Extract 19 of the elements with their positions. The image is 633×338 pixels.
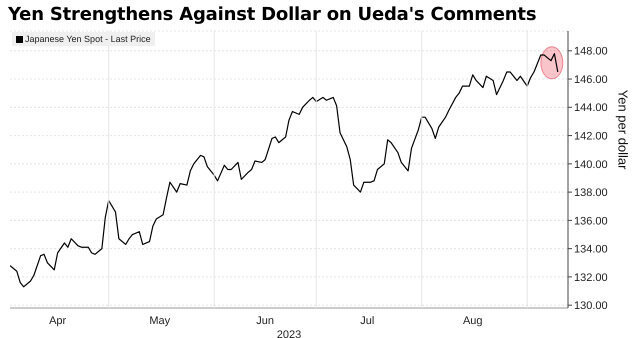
y-tick-label: 130.00 <box>574 300 608 312</box>
chart-title: Yen Strengthens Against Dollar on Ueda's Comments <box>8 4 536 25</box>
y-tick-label: 136.00 <box>574 215 608 228</box>
y-tick-label: 146.00 <box>574 74 608 86</box>
y-tick-label: 144.00 <box>574 102 608 114</box>
y-tick-label: 134.00 <box>574 244 608 256</box>
x-tick-label: Aug <box>462 314 483 327</box>
x-tick-label: May <box>149 314 171 327</box>
y-tick-label: 138.00 <box>574 187 608 200</box>
y-tick-label: 132.00 <box>574 272 608 284</box>
legend-label: Japanese Yen Spot - Last Price <box>25 34 151 44</box>
x-tick-label: Jul <box>360 314 374 327</box>
y-tick-label: 148.00 <box>574 46 608 58</box>
x-tick-label: Jun <box>256 314 274 327</box>
y-axis-title: Yen per dollar <box>615 90 630 170</box>
x-axis-title: 2023 <box>276 329 302 338</box>
y-tick-label: 142.00 <box>574 130 608 142</box>
x-tick-label: Apr <box>49 314 67 327</box>
y-tick-label: 140.00 <box>574 158 608 171</box>
